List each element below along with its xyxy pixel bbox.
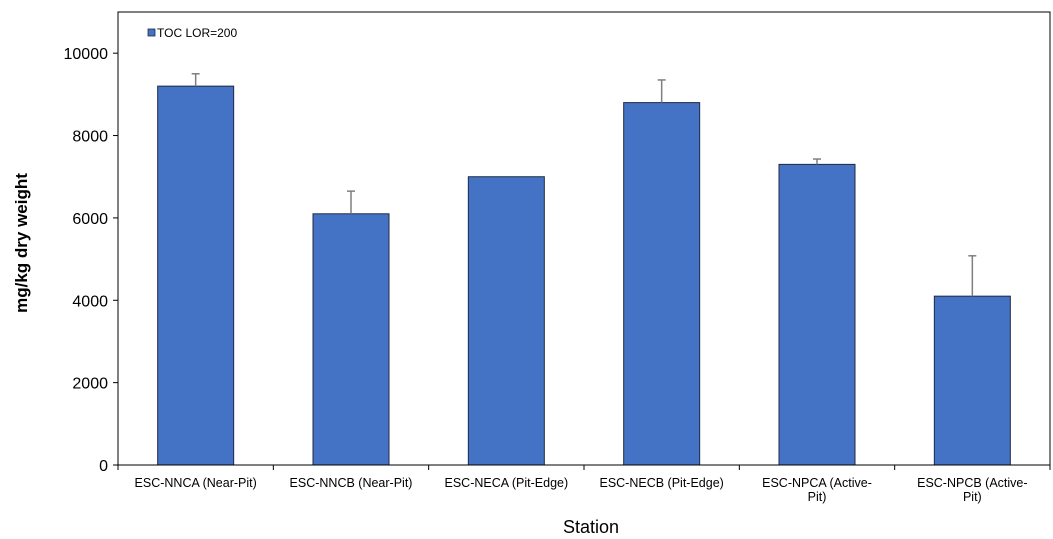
y-axis-title: mg/kg dry weight — [12, 173, 31, 313]
y-tick-label: 10000 — [64, 46, 109, 63]
bar — [933, 295, 1011, 466]
legend-swatch — [147, 28, 156, 37]
bars — [157, 85, 1011, 466]
y-tick-label: 8000 — [72, 129, 108, 146]
bar — [312, 213, 390, 466]
error-bars — [191, 73, 977, 297]
x-tick-label: ESC-NECA (Pit-Edge) — [445, 476, 569, 490]
bar — [467, 176, 545, 466]
x-tick-label: ESC-NECB (Pit-Edge) — [599, 476, 723, 490]
bar — [157, 85, 235, 466]
x-tick-label: ESC-NPCB (Active-Pit) — [917, 476, 1027, 504]
y-tick-label: 4000 — [72, 293, 108, 310]
x-tick-label: ESC-NNCA (Near-Pit) — [135, 476, 257, 490]
y-tick-label: 0 — [99, 458, 108, 475]
y-tick-label: 2000 — [72, 376, 108, 393]
plot-frame — [117, 11, 1051, 466]
x-tick-label: ESC-NNCB (Near-Pit) — [290, 476, 413, 490]
plot-border — [117, 11, 1051, 466]
x-axis-title: Station — [563, 517, 619, 537]
bar — [778, 163, 856, 466]
y-axis-ticks: 0 2000 4000 6000 8000 10000 — [64, 46, 118, 475]
y-tick-label: 6000 — [72, 211, 108, 228]
bar — [623, 102, 701, 466]
x-axis-ticks: ESC-NNCA (Near-Pit) ESC-NNCB (Near-Pit) ES… — [117, 465, 1051, 504]
legend-label: TOC LOR=200 — [157, 26, 237, 40]
x-tick-label: ESC-NPCA (Active-Pit) — [762, 476, 872, 504]
legend: TOC LOR=200 — [147, 26, 237, 40]
